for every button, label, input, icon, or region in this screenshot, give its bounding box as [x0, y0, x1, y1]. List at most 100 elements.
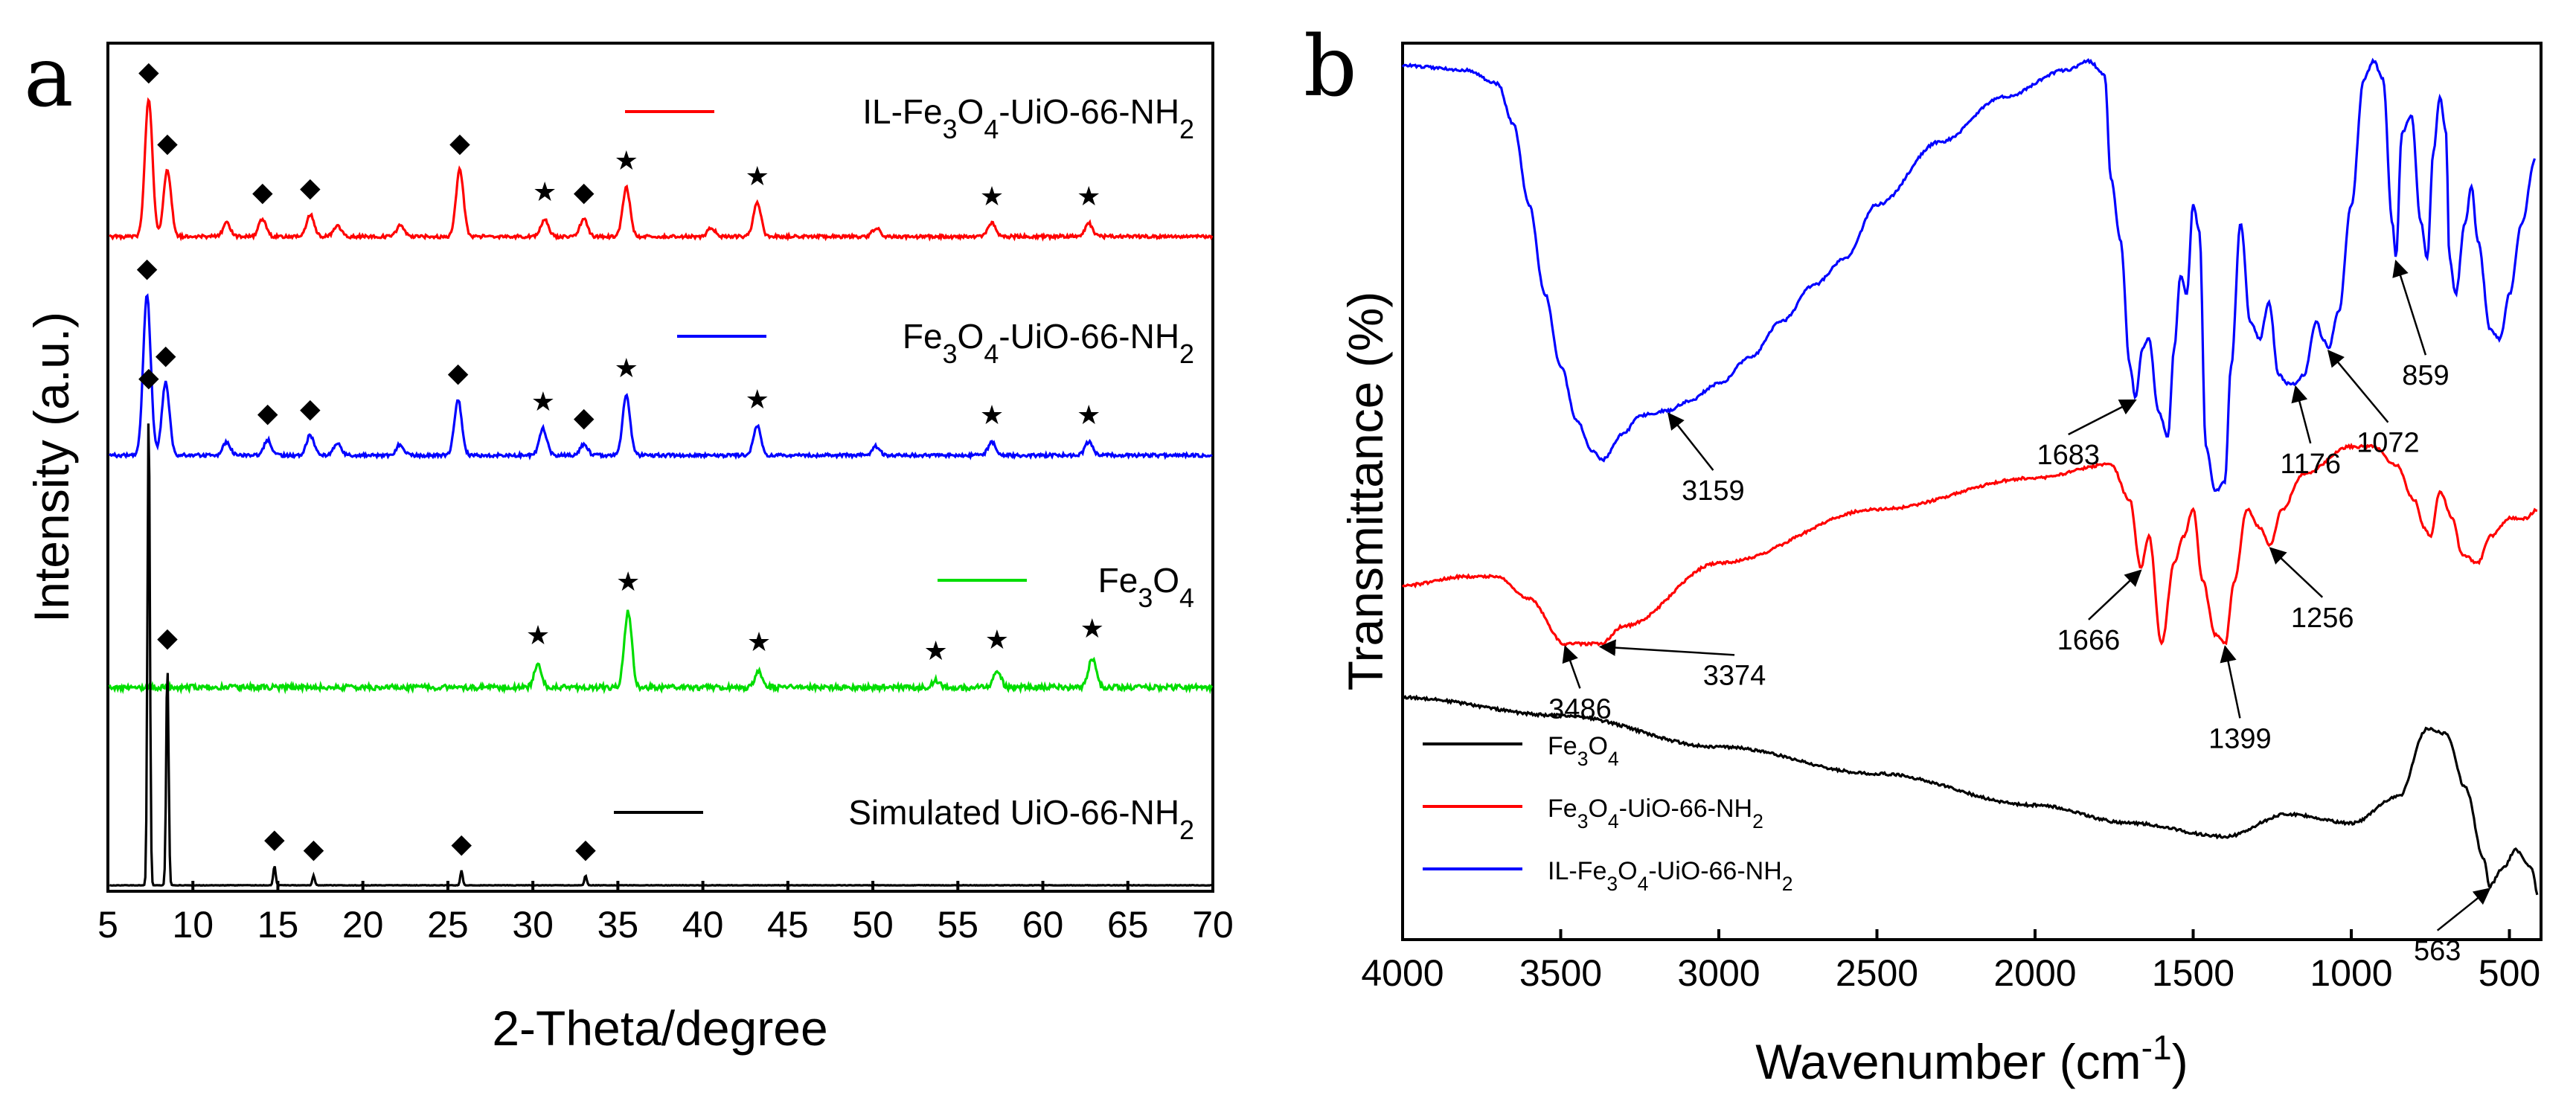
diamond-marker: ◆ [300, 394, 321, 424]
panel-a-x-tick-label: 55 [937, 904, 978, 946]
panel-a-x-tick-label: 5 [97, 904, 118, 946]
panel-b-frame [1401, 42, 2543, 941]
annotation-label: 1176 [2280, 449, 2341, 480]
panel-b-x-tick-label: 2500 [1836, 952, 1918, 994]
panel-a-x-ticks: 5 10 15 20 25 30 35 40 45 50 55 60 65 70 [97, 881, 1234, 946]
panel-b-series-line [1401, 694, 2539, 896]
diamond-marker: ◆ [451, 829, 472, 859]
panel-b-x-tick-label: 3500 [1519, 952, 1602, 994]
annotation-label: 1683 [2037, 440, 2100, 471]
panel-a-series-labels: IL-Fe3O4-UiO-66-NH2 Fe3O4-UiO-66-NH2 Fe3O4… [614, 92, 1194, 845]
annotation-arrow [2327, 349, 2389, 423]
panel-a-x-tick-label: 35 [597, 904, 639, 946]
panel-b-x-axis-title: Wavenumber (cm-1) [1755, 1028, 2188, 1089]
panel-b-legend: Fe3O4 Fe3O4-UiO-66-NH2 IL-Fe3O4-UiO-66-NH2 [1423, 732, 1793, 895]
star-marker: ★ [615, 353, 638, 384]
panel-b-series-line [1401, 443, 2538, 647]
diamond-marker: ◆ [252, 177, 273, 208]
panel-a-x-tick-label: 40 [682, 904, 724, 946]
star-marker: ★ [533, 177, 557, 208]
annotation-label: 1256 [2291, 603, 2354, 634]
annotation-arrow [1562, 645, 1581, 689]
panel-a-y-axis-title: Intensity (a.u.) [24, 312, 79, 623]
panel-a-series-label: Simulated UiO-66-NH2 [848, 793, 1194, 845]
annotation-arrow [1598, 639, 1735, 656]
star-marker: ★ [531, 387, 555, 417]
panel-a-series-line [109, 423, 1213, 888]
diamond-marker: ◆ [138, 362, 159, 393]
annotation-arrow [2088, 569, 2142, 620]
panel-a-series-line [108, 609, 1214, 695]
star-marker: ★ [1077, 400, 1100, 431]
panel-a-series-label: Fe3O4-UiO-66-NH2 [903, 317, 1194, 369]
panel-b-x-tick-label: 2000 [1993, 952, 2076, 994]
panel-a-x-tick-label: 15 [257, 904, 299, 946]
annotation-arrow [2220, 645, 2241, 719]
panel-a-x-tick-label: 45 [767, 904, 809, 946]
panel-b-x-tick-label: 3000 [1677, 952, 1760, 994]
star-marker: ★ [526, 620, 550, 651]
diamond-marker: ◆ [157, 623, 178, 653]
star-marker: ★ [923, 636, 947, 667]
panel-b-series [1401, 57, 2539, 896]
panel-a-x-tick-label: 25 [427, 904, 469, 946]
panel-a-series [108, 97, 1214, 888]
panel-b-x-tick-label: 1000 [2310, 952, 2392, 994]
panel-a-series-line [109, 97, 1214, 242]
panel-b-letter: b [1304, 19, 1357, 115]
panel-a-x-axis-title: 2-Theta/degree [492, 1001, 827, 1056]
panel-a-series-line [108, 293, 1213, 461]
annotation-arrow [1667, 412, 1714, 471]
panel-a-x-tick-label: 50 [852, 904, 894, 946]
panel-a-frame [106, 42, 1214, 893]
star-marker: ★ [1077, 182, 1100, 212]
diamond-marker: ◆ [304, 834, 324, 864]
star-marker: ★ [615, 146, 638, 176]
panel-b-series-line [1401, 57, 2537, 492]
panel-a-x-tick-label: 70 [1192, 904, 1234, 946]
annotation-label: 3159 [1682, 475, 1745, 507]
star-marker: ★ [985, 625, 1009, 655]
annotation-arrow [2436, 888, 2491, 931]
panel-b-legend-label: Fe3O4-UiO-66-NH2 [1548, 795, 1763, 832]
panel-b-legend-label: IL-Fe3O4-UiO-66-NH2 [1548, 857, 1793, 895]
panel-b-x-tick-label: 1500 [2152, 952, 2234, 994]
panel-b: b 4000 3500 3000 2500 2000 1500 1000 500 3159 16… [1304, 19, 2543, 1089]
star-marker: ★ [746, 385, 769, 415]
diamond-marker: ◆ [264, 824, 285, 855]
diamond-marker: ◆ [138, 57, 159, 87]
annotation-label: 3374 [1703, 660, 1766, 691]
panel-a-peak-markers: ◆◆◆ ◆◆★ ◆★★★ ★◆◆◆ ◆◆★◆★★★ ★★★★ ★ ★ ★◆◆◆ ◆ ◆ ◆ [137, 57, 1104, 864]
diamond-marker: ◆ [137, 253, 158, 283]
panel-b-annotations: 3159 1683 1176 1072 859 3374 3486 1666 1399 1256 5… [1548, 260, 2491, 967]
panel-a: a 5 10 15 20 25 30 35 40 45 50 55 60 65 70 ◆◆◆ ◆◆★ ◆★★★… [24, 29, 1234, 1056]
star-marker: ★ [616, 567, 640, 597]
diamond-marker: ◆ [300, 173, 321, 203]
star-marker: ★ [980, 400, 1004, 431]
diamond-marker: ◆ [574, 177, 595, 208]
annotation-arrow [2269, 547, 2324, 598]
panel-a-x-tick-label: 65 [1107, 904, 1149, 946]
annotation-label: 859 [2402, 360, 2449, 391]
annotation-arrow [2068, 399, 2137, 436]
panel-b-x-tick-label: 500 [2479, 952, 2540, 994]
diamond-marker: ◆ [157, 128, 178, 158]
panel-a-series-label: Fe3O4 [1098, 561, 1194, 613]
annotation-label: 1072 [2356, 428, 2420, 459]
annotation-label: 3486 [1548, 693, 1612, 725]
panel-b-x-ticks: 4000 3500 3000 2500 2000 1500 1000 500 [1361, 929, 2540, 994]
annotation-arrow [2392, 260, 2427, 356]
diamond-marker: ◆ [448, 358, 469, 388]
star-marker: ★ [747, 627, 771, 658]
star-marker: ★ [1080, 614, 1104, 644]
panel-a-x-tick-label: 30 [512, 904, 554, 946]
panel-a-x-tick-label: 60 [1022, 904, 1064, 946]
panel-a-x-tick-label: 10 [172, 904, 214, 946]
diamond-marker: ◆ [257, 398, 278, 429]
diamond-marker: ◆ [574, 402, 595, 433]
diamond-marker: ◆ [575, 834, 596, 864]
star-marker: ★ [980, 182, 1004, 212]
panel-a-series-label: IL-Fe3O4-UiO-66-NH2 [862, 92, 1194, 144]
diamond-marker: ◆ [449, 128, 470, 158]
